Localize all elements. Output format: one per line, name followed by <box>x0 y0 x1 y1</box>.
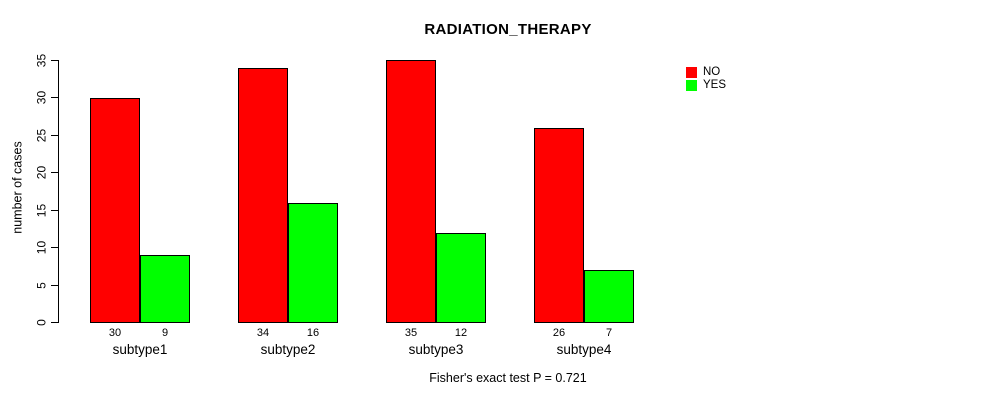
x-axis-category-label: subtype3 <box>408 342 464 357</box>
legend: NO YES <box>686 66 726 92</box>
bar-no-subtype3 <box>386 60 436 323</box>
y-axis-tick <box>51 322 58 323</box>
bar-yes-subtype2 <box>288 203 338 323</box>
y-axis-tick-label: 15 <box>34 203 49 218</box>
bar-value-label: 34 <box>256 327 270 339</box>
x-axis-category-label: subtype4 <box>556 342 612 357</box>
y-axis-tick <box>51 247 58 248</box>
y-axis-tick <box>51 135 58 136</box>
y-axis-tick <box>51 210 58 211</box>
y-axis-tick <box>51 285 58 286</box>
bar-value-label: 30 <box>108 327 122 339</box>
legend-item-yes: YES <box>686 79 726 92</box>
legend-swatch-no <box>686 67 697 78</box>
bar-no-subtype2 <box>238 68 288 323</box>
legend-label-no: NO <box>703 66 721 78</box>
bar-value-label: 7 <box>605 327 613 339</box>
bar-value-label: 26 <box>552 327 566 339</box>
legend-item-no: NO <box>686 66 726 79</box>
y-axis-tick <box>51 60 58 61</box>
bar-yes-subtype3 <box>436 233 486 323</box>
bar-value-label: 12 <box>454 327 468 339</box>
y-axis-tick-label: 25 <box>34 128 49 143</box>
y-axis-tick-label: 0 <box>34 319 49 326</box>
x-axis-category-label: subtype2 <box>260 342 316 357</box>
legend-label-yes: YES <box>703 79 727 91</box>
bar-yes-subtype1 <box>140 255 190 323</box>
legend-swatch-yes <box>686 80 697 91</box>
chart-title: RADIATION_THERAPY <box>424 21 592 38</box>
annotation-text: Fisher's exact test P = 0.721 <box>429 371 587 385</box>
y-axis-tick-label: 20 <box>34 165 49 180</box>
bar-no-subtype1 <box>90 98 140 323</box>
y-axis-tick-label: 5 <box>34 282 49 289</box>
bar-value-label: 9 <box>161 327 169 339</box>
bar-yes-subtype4 <box>584 270 634 323</box>
y-axis-title: number of cases <box>10 141 25 234</box>
y-axis-tick-label: 35 <box>34 53 49 68</box>
bar-value-label: 35 <box>404 327 418 339</box>
y-axis-tick-label: 30 <box>34 90 49 105</box>
bar-no-subtype4 <box>534 128 584 323</box>
x-axis-category-label: subtype1 <box>112 342 168 357</box>
y-axis-tick-label: 10 <box>34 240 49 255</box>
y-axis-tick <box>51 97 58 98</box>
y-axis-line <box>58 60 59 323</box>
bar-value-label: 16 <box>306 327 320 339</box>
y-axis-tick <box>51 172 58 173</box>
